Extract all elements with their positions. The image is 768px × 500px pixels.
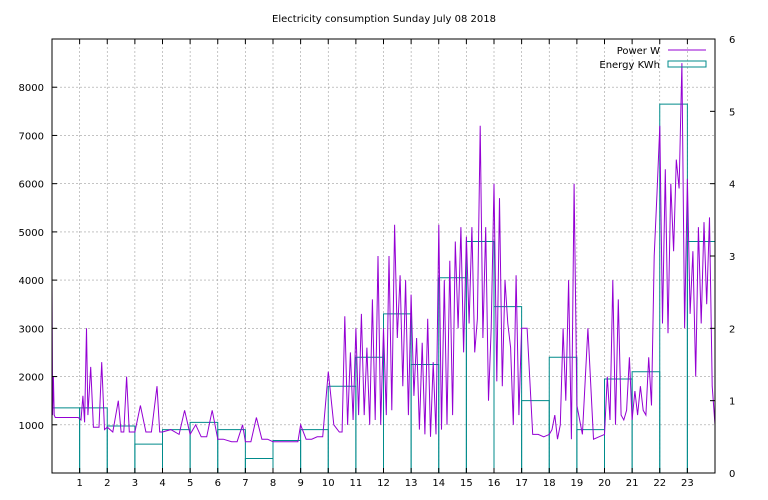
x-tick-label: 16	[488, 478, 501, 489]
x-tick-label: 10	[322, 478, 335, 489]
legend-label-energy: Energy KWh	[599, 60, 660, 71]
power-line	[51, 63, 716, 443]
x-tick-label: 14	[432, 478, 445, 489]
x-tick-label: 17	[515, 478, 528, 489]
y-right-tick-label: 3	[729, 252, 735, 263]
x-tick-label: 6	[215, 478, 221, 489]
legend-swatch-energy	[667, 60, 707, 68]
x-tick-label: 13	[405, 478, 418, 489]
x-tick-label: 9	[297, 478, 303, 489]
legend: Power W Energy KWh	[599, 46, 707, 71]
x-tick-label: 18	[543, 478, 556, 489]
y-left-tick-label: 4000	[19, 276, 44, 287]
x-tick-label: 22	[653, 478, 666, 489]
x-tick-label: 5	[187, 478, 193, 489]
energy-step	[217, 429, 246, 473]
y-right-tick-label: 4	[729, 180, 735, 191]
x-tick-label: 23	[681, 478, 694, 489]
y-right-tick-label: 2	[729, 324, 735, 335]
x-axis-ticks: 1 2 3 4 5 6 7 8 9 10 11 12 13 14 15 16 17 18 19 20 21 22 23	[76, 39, 694, 489]
x-tick-label: 11	[350, 478, 363, 489]
y-left-tick-label: 6000	[19, 180, 44, 191]
y-left-tick-label: 7000	[19, 131, 44, 142]
y-left-axis-ticks: 1000 2000 3000 4000 5000 6000 7000 8000	[19, 83, 57, 432]
y-left-tick-label: 8000	[19, 83, 44, 94]
y-left-tick-label: 2000	[19, 373, 44, 384]
x-tick-label: 12	[377, 478, 390, 489]
x-tick-label: 1	[76, 478, 82, 489]
chart-title: Electricity consumption Sunday July 08 2…	[272, 14, 496, 25]
x-tick-label: 3	[132, 478, 138, 489]
x-tick-label: 19	[571, 478, 584, 489]
y-right-tick-label: 5	[729, 107, 735, 118]
energy-step	[493, 306, 523, 473]
x-tick-label: 20	[598, 478, 611, 489]
energy-step	[548, 356, 578, 473]
x-tick-label: 8	[270, 478, 276, 489]
y-left-tick-label: 3000	[19, 324, 44, 335]
y-left-tick-label: 1000	[19, 421, 44, 432]
x-tick-label: 15	[460, 478, 473, 489]
x-tick-label: 21	[626, 478, 639, 489]
y-right-tick-label: 1	[729, 397, 735, 408]
x-tick-label: 4	[159, 478, 165, 489]
y-left-tick-label: 5000	[19, 228, 44, 239]
legend-label-power: Power W	[617, 46, 660, 57]
y-right-axis-ticks: 0 1 2 3 4 5 6	[710, 35, 735, 480]
y-right-tick-label: 0	[729, 469, 735, 480]
x-tick-label: 7	[242, 478, 248, 489]
x-tick-label: 2	[104, 478, 110, 489]
power-series	[51, 63, 716, 443]
y-right-tick-label: 6	[729, 35, 735, 46]
